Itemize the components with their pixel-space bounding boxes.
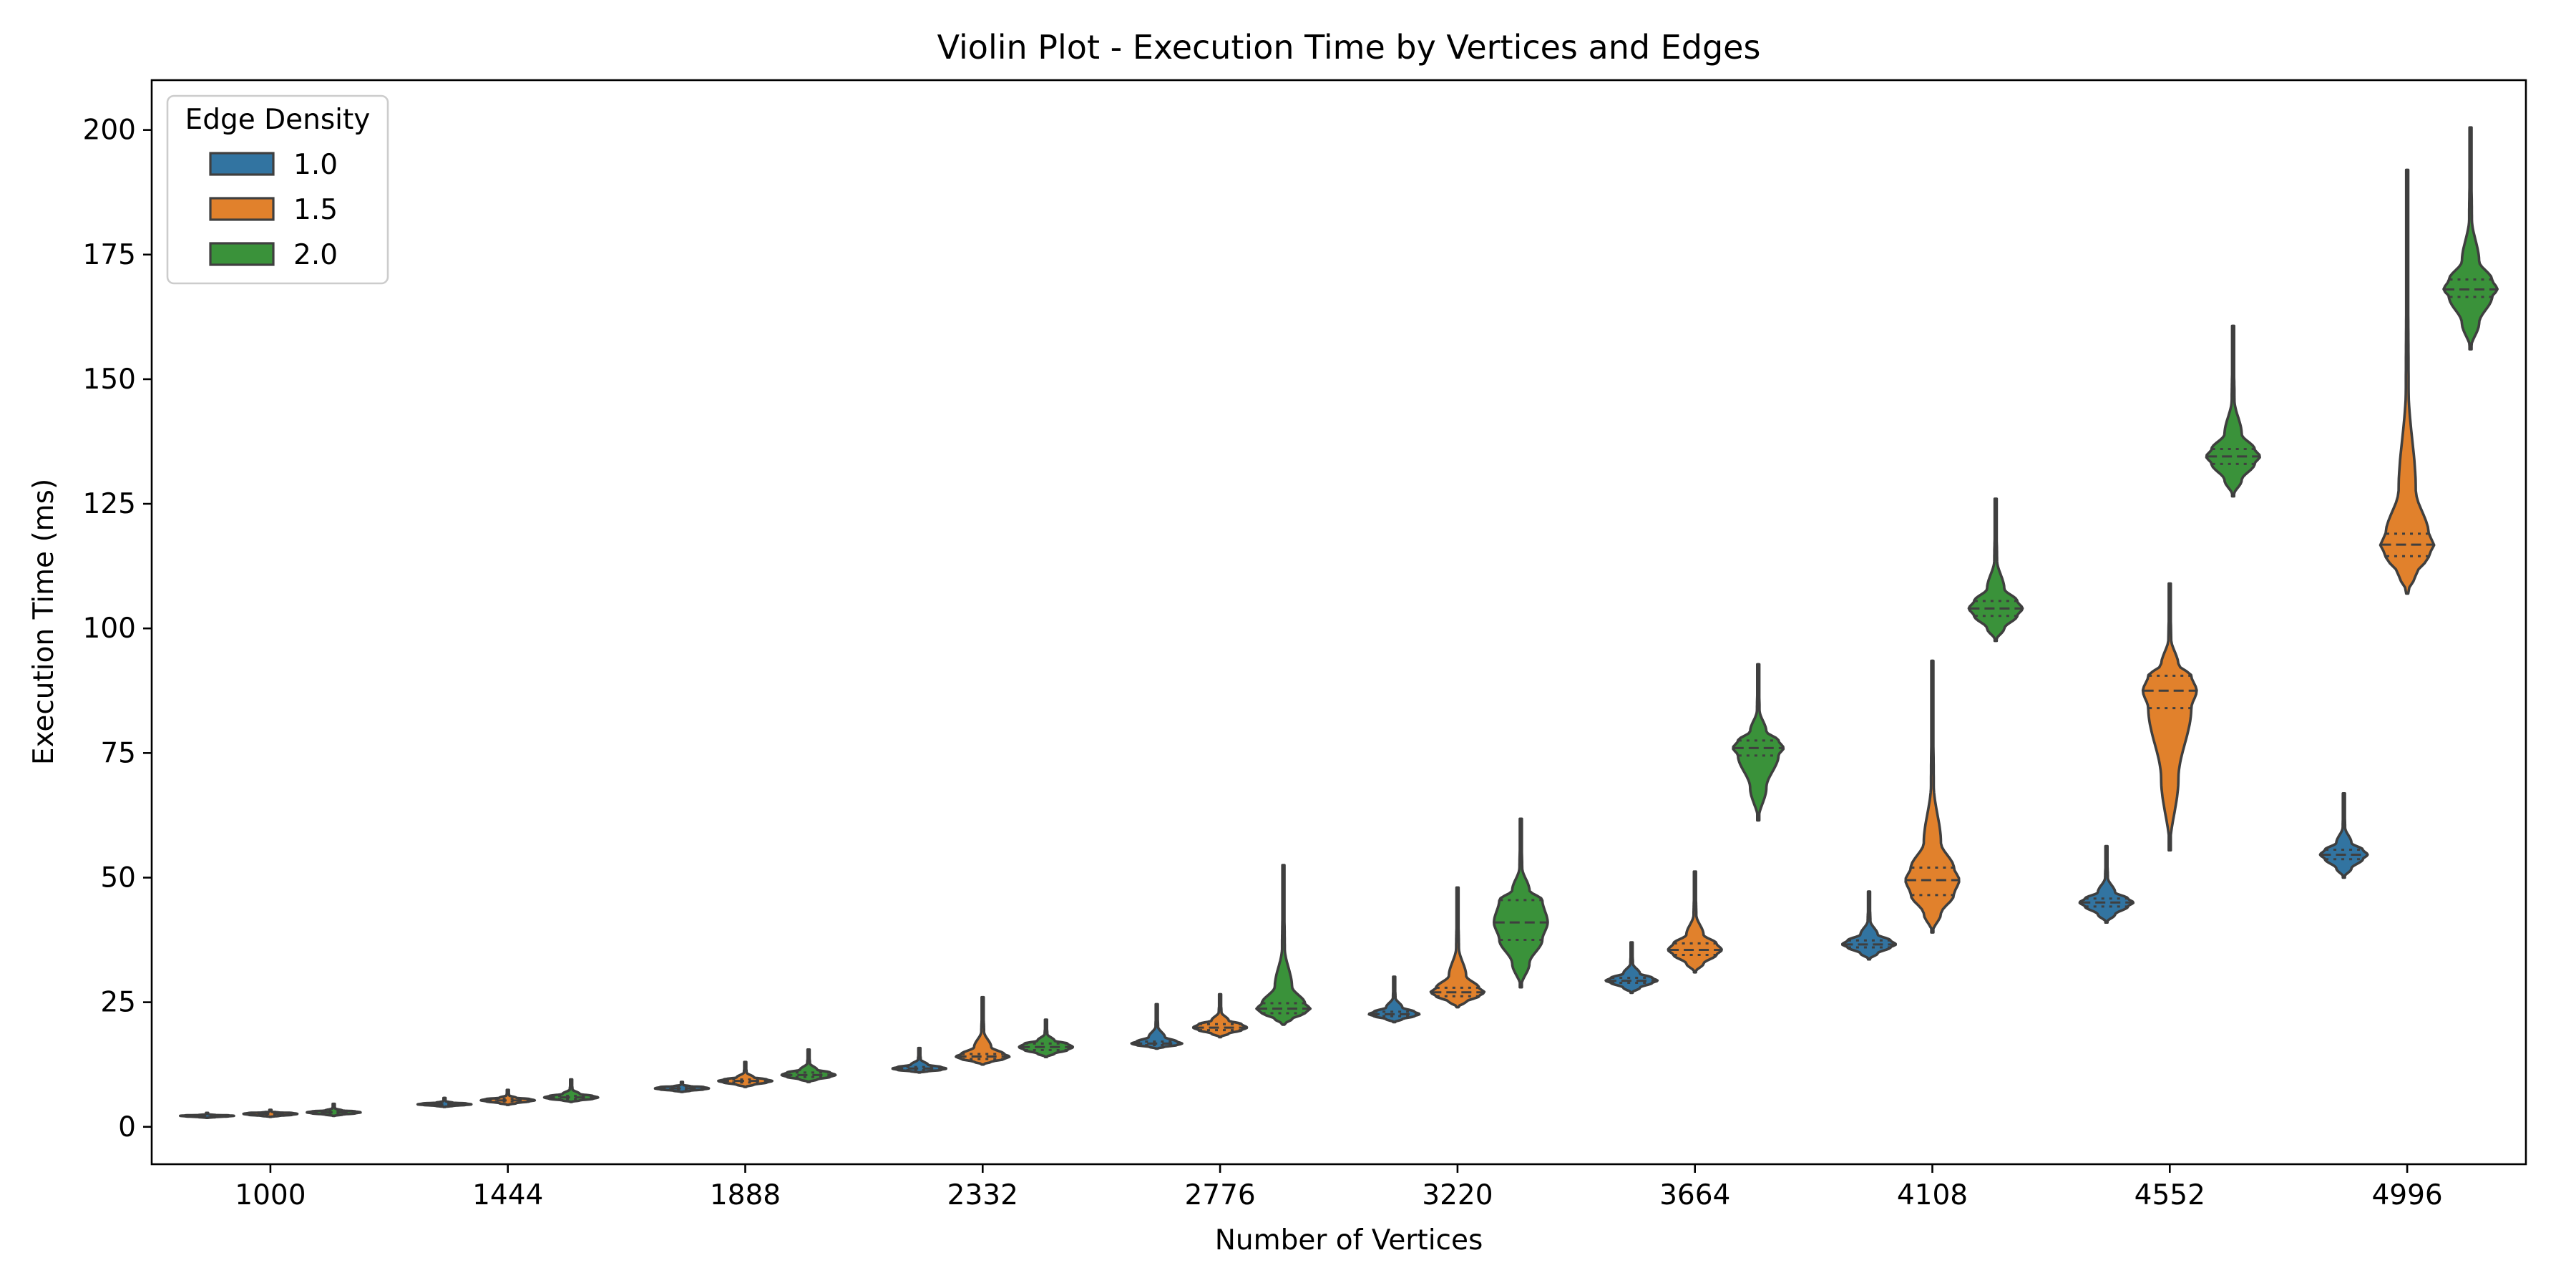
violin-1.0-3220	[1367, 975, 1421, 1024]
y-tick-label: 175	[83, 239, 136, 271]
violin-1.0-2776	[1130, 1002, 1184, 1050]
x-tick-label: 3664	[1659, 1179, 1730, 1211]
violin-2.0-4996	[2442, 126, 2499, 351]
violin-body	[1191, 992, 1249, 1039]
x-tick-label: 1444	[472, 1179, 543, 1211]
violin-1.0-3664	[1604, 941, 1659, 995]
violin-body	[2205, 324, 2261, 498]
y-tick-label: 125	[83, 488, 136, 520]
violin-1.0-1444	[416, 1096, 473, 1108]
legend-title: Edge Density	[185, 104, 371, 136]
y-tick-label: 50	[100, 862, 136, 894]
violin-1.5-4108	[1904, 659, 1961, 934]
y-axis-label: Execution Time (ms)	[28, 479, 60, 765]
violin-1.0-1888	[653, 1080, 711, 1093]
y-tick-label: 150	[83, 364, 136, 396]
x-tick-label: 1888	[710, 1179, 781, 1211]
y-tick-label: 100	[83, 613, 136, 645]
violin-body	[2379, 168, 2436, 595]
legend-items: 1.0 1.5 2.0	[209, 149, 338, 271]
chart-title: Violin Plot - Execution Time by Vertices…	[937, 28, 1761, 67]
violin-1.0-1000	[179, 1111, 235, 1120]
violin-2.0-1444	[542, 1078, 600, 1103]
legend-box	[166, 94, 389, 285]
violin-body	[1841, 890, 1897, 961]
legend-swatch	[209, 197, 275, 221]
x-tick-label: 4108	[1897, 1179, 1968, 1211]
legend-label: 2.0	[293, 239, 338, 271]
violin-body	[1255, 864, 1312, 1026]
violin-2.0-4552	[2205, 324, 2261, 498]
violin-1.5-1000	[242, 1108, 299, 1118]
violin-body	[1667, 870, 1723, 974]
violin-1.5-3664	[1667, 870, 1723, 974]
violin-body	[2442, 126, 2499, 351]
x-tick-label: 4996	[2371, 1179, 2442, 1211]
x-tick-label: 1000	[235, 1179, 306, 1211]
x-tick-label: 3220	[1422, 1179, 1493, 1211]
violin-1.5-2332	[955, 995, 1011, 1066]
plot-frame	[150, 79, 2527, 1166]
legend-swatch	[209, 242, 275, 266]
violin-2.0-3664	[1732, 663, 1785, 822]
violin-body	[955, 995, 1011, 1066]
violin-body	[1429, 886, 1486, 1009]
violin-body	[1967, 497, 2024, 643]
violin-layer	[179, 126, 2499, 1120]
violin-body	[1904, 659, 1961, 934]
violin-body	[2318, 791, 2369, 879]
x-tick-label: 2332	[947, 1179, 1018, 1211]
violin-body	[2141, 582, 2198, 852]
violin-2.0-3220	[1493, 817, 1549, 989]
violin-body	[780, 1048, 837, 1083]
violin-2.0-4108	[1967, 497, 2024, 643]
violin-1.5-2776	[1191, 992, 1249, 1039]
violin-1.0-2332	[891, 1046, 947, 1074]
legend-label: 1.5	[293, 194, 338, 226]
y-tick-label: 25	[100, 987, 136, 1019]
violin-1.5-4996	[2379, 168, 2436, 595]
violin-body	[1130, 1002, 1184, 1050]
violin-body	[1732, 663, 1785, 822]
violin-2.0-2332	[1018, 1018, 1075, 1059]
violin-2.0-1888	[780, 1048, 837, 1083]
y-axis: 0 25 50 75 100 125 150 175 200	[83, 114, 152, 1143]
violin-1.0-4552	[2078, 844, 2135, 924]
legend: Edge Density 1.0 1.5 2.0	[166, 94, 389, 285]
violin-1.5-4552	[2141, 582, 2198, 852]
violin-1.0-4108	[1841, 890, 1897, 961]
y-tick-label: 75	[100, 737, 136, 769]
violin-1.5-1888	[717, 1060, 774, 1088]
violin-body	[1493, 817, 1549, 989]
legend-swatch	[209, 152, 275, 176]
violin-1.5-1444	[479, 1088, 537, 1106]
violin-2.0-1000	[306, 1102, 362, 1118]
violin-1.5-3220	[1429, 886, 1486, 1009]
violin-2.0-2776	[1255, 864, 1312, 1026]
violin-1.0-4996	[2318, 791, 2369, 879]
x-tick-label: 4552	[2135, 1179, 2205, 1211]
y-tick-label: 0	[118, 1111, 136, 1143]
x-axis-label: Number of Vertices	[1215, 1224, 1483, 1257]
y-tick-label: 200	[83, 114, 136, 147]
x-tick-label: 2776	[1184, 1179, 1255, 1211]
legend-label: 1.0	[293, 149, 338, 181]
x-axis: 1000 1444 1888 2332 2776 3220 3664 4108 4552 4996	[235, 1164, 2443, 1211]
